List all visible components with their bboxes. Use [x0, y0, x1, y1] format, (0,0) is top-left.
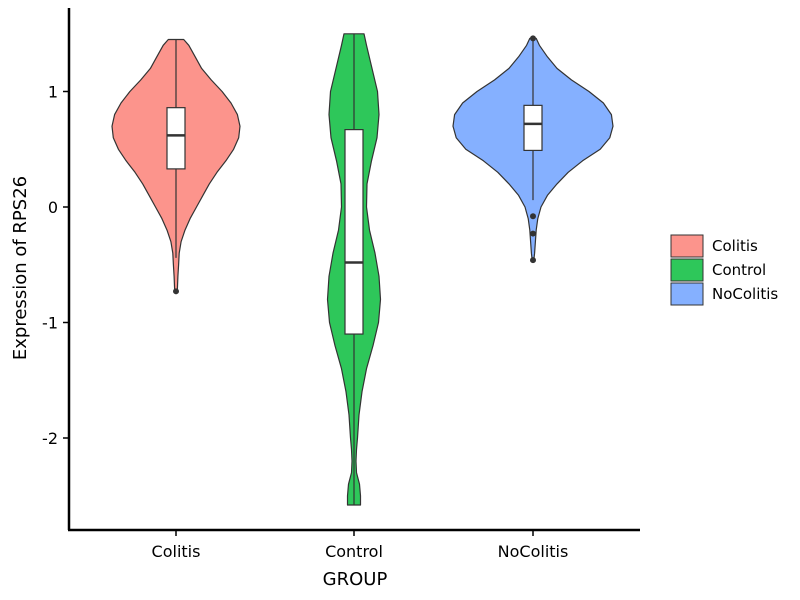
outlier-point — [173, 288, 179, 295]
legend-item: Control — [670, 258, 766, 282]
legend-swatch — [670, 282, 704, 306]
y-tick-label: 0 — [48, 198, 58, 217]
x-tick-label: Control — [325, 542, 383, 561]
box-iqr — [166, 107, 186, 170]
y-tick-label: 1 — [48, 83, 58, 102]
outlier-point — [530, 213, 536, 220]
legend-swatch — [670, 258, 704, 282]
x-ticks: Colitis Control NoColitis — [152, 530, 569, 561]
box-iqr — [344, 129, 364, 335]
violin-layer — [111, 33, 614, 506]
legend: Colitis Control NoColitis — [670, 234, 778, 306]
violin-colitis — [111, 38, 241, 295]
axes: 1 0 -1 -2 Colitis Control NoColitis — [42, 8, 640, 561]
legend-swatch — [670, 234, 704, 258]
violin-nocolitis — [452, 35, 614, 264]
x-tick-label: Colitis — [152, 542, 201, 561]
outlier-point — [530, 35, 536, 42]
x-tick-label: NoColitis — [498, 542, 569, 561]
legend-label: Control — [712, 261, 766, 279]
outlier-point — [530, 230, 536, 237]
violin-control — [326, 33, 382, 506]
legend-label: Colitis — [712, 237, 758, 255]
box-iqr — [523, 104, 543, 152]
y-tick-label: -2 — [42, 429, 58, 448]
x-axis-title: GROUP — [323, 569, 388, 590]
y-axis-title: Expression of RPS26 — [10, 176, 31, 360]
y-tick-label: -1 — [42, 314, 58, 333]
legend-item: NoColitis — [670, 282, 778, 306]
legend-label: NoColitis — [712, 285, 778, 303]
y-ticks: 1 0 -1 -2 — [42, 83, 69, 448]
legend-item: Colitis — [670, 234, 758, 258]
outlier-point — [530, 257, 536, 264]
